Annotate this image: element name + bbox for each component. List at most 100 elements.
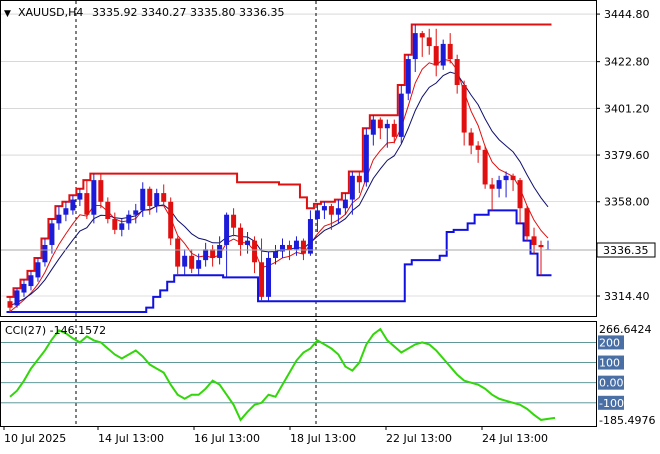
cci-level-tag: [598, 335, 624, 350]
bull-candle: [35, 262, 41, 278]
bull-candle: [266, 257, 272, 297]
bull-candle: [273, 251, 279, 258]
bear-candle: [461, 84, 467, 133]
bull-candle: [203, 249, 209, 261]
chart-dropdown-icon[interactable]: ▼: [4, 9, 11, 19]
bull-candle: [182, 255, 188, 267]
bear-candle: [112, 219, 118, 230]
cci-level-tag: [598, 375, 624, 390]
bear-candle: [433, 46, 439, 66]
bull-candle: [342, 199, 348, 209]
time-tick-label: 24 Jul 13:00: [482, 432, 548, 445]
time-tick-label: 10 Jul 2025: [4, 432, 66, 445]
bear-candle: [426, 37, 432, 47]
bear-candle: [468, 132, 474, 146]
bear-candle: [7, 301, 13, 308]
bear-candle: [538, 244, 544, 248]
ohlc-values: 3335.92 3340.27 3335.80 3336.35: [92, 6, 284, 19]
bear-candle: [259, 262, 265, 297]
bear-candle: [454, 59, 460, 85]
cci-tick-label: 266.6424: [599, 323, 652, 336]
bull-candle: [133, 210, 139, 215]
bear-candle: [524, 208, 530, 237]
cci-level-tag: [598, 395, 624, 410]
cci-panel-frame: [0, 321, 597, 427]
bull-candle: [77, 193, 83, 200]
bull-candle: [293, 240, 299, 250]
bear-candle: [252, 240, 258, 263]
price-tick-label: 3444.80: [604, 8, 650, 21]
bear-candle: [447, 43, 453, 60]
price-tick-label: 3379.60: [604, 149, 650, 162]
bull-candle: [14, 290, 20, 306]
price-channel: [6, 23, 552, 313]
bear-candle: [231, 214, 237, 228]
price-tick-label: 3358.00: [604, 196, 650, 209]
bull-candle: [154, 193, 160, 207]
bull-candle: [279, 244, 285, 252]
bull-candle: [370, 119, 376, 135]
time-tick-label: 16 Jul 13:00: [194, 432, 260, 445]
bear-candle: [238, 227, 244, 245]
channel-lower-line: [6, 209, 552, 313]
bull-candle: [140, 188, 146, 211]
price-tick-label: 3314.40: [604, 290, 650, 303]
bull-candle: [224, 214, 230, 245]
bull-candle: [384, 123, 390, 129]
bull-candle: [21, 283, 27, 293]
bull-candle: [503, 175, 509, 181]
price-tick-label: 3422.80: [604, 56, 650, 69]
bear-candle: [84, 193, 90, 215]
bull-candle: [56, 214, 62, 224]
cci-tick-label: 0.00: [599, 377, 624, 390]
time-axis: 10 Jul 2025 14 Jul 13:00 16 Jul 13:00 18 Ju…: [3, 426, 548, 445]
bear-candle: [377, 119, 383, 129]
price-axis: 3444.80 3422.80 3401.20 3379.60 3358.00 3314.…: [596, 8, 650, 303]
bull-candle: [245, 240, 251, 245]
cci-tick-label: 200: [599, 336, 620, 349]
bear-candle: [531, 236, 537, 245]
bear-candle: [105, 201, 111, 220]
current-price-tag: 3336.35: [603, 244, 649, 257]
bull-candle: [63, 208, 69, 215]
price-panel-frame: [0, 0, 597, 317]
bull-candle: [28, 275, 34, 287]
bull-candle: [196, 260, 202, 269]
current-price-tag-bg: [596, 242, 656, 258]
bear-candle: [391, 123, 397, 137]
bear-candle: [175, 238, 181, 267]
cci-tick-label: -100: [599, 397, 624, 410]
bull-candle: [119, 223, 125, 230]
bear-candle: [517, 180, 523, 209]
bull-candle: [70, 199, 76, 211]
bull-candle: [126, 214, 132, 224]
bull-candle: [412, 33, 418, 60]
bull-candle: [363, 134, 369, 183]
time-tick-label: 14 Jul 13:00: [98, 432, 164, 445]
bull-candle: [42, 244, 48, 263]
candles: [7, 24, 551, 312]
cci-tick-label: -185.4976: [599, 414, 655, 427]
cci-tick-label: 100: [599, 357, 620, 370]
bull-candle: [349, 175, 355, 200]
bear-candle: [510, 175, 516, 181]
bear-candle: [300, 240, 306, 254]
bear-candle: [168, 201, 174, 239]
bull-candle: [405, 59, 411, 94]
bear-candle: [286, 244, 292, 250]
bull-candle: [398, 93, 404, 137]
time-tick-label: 22 Jul 13:00: [386, 432, 452, 445]
bear-candle: [147, 188, 153, 207]
bear-candle: [356, 175, 362, 183]
bull-candle: [217, 244, 223, 258]
bear-candle: [98, 180, 104, 202]
cci-line: [9, 327, 556, 422]
bull-candle: [49, 223, 55, 245]
time-tick-label: 18 Jul 13:00: [290, 432, 356, 445]
bull-candle: [321, 206, 327, 211]
cci-label: CCI(27) -146.1572: [5, 324, 106, 337]
bull-candle: [314, 210, 320, 220]
bull-candle: [335, 208, 341, 215]
